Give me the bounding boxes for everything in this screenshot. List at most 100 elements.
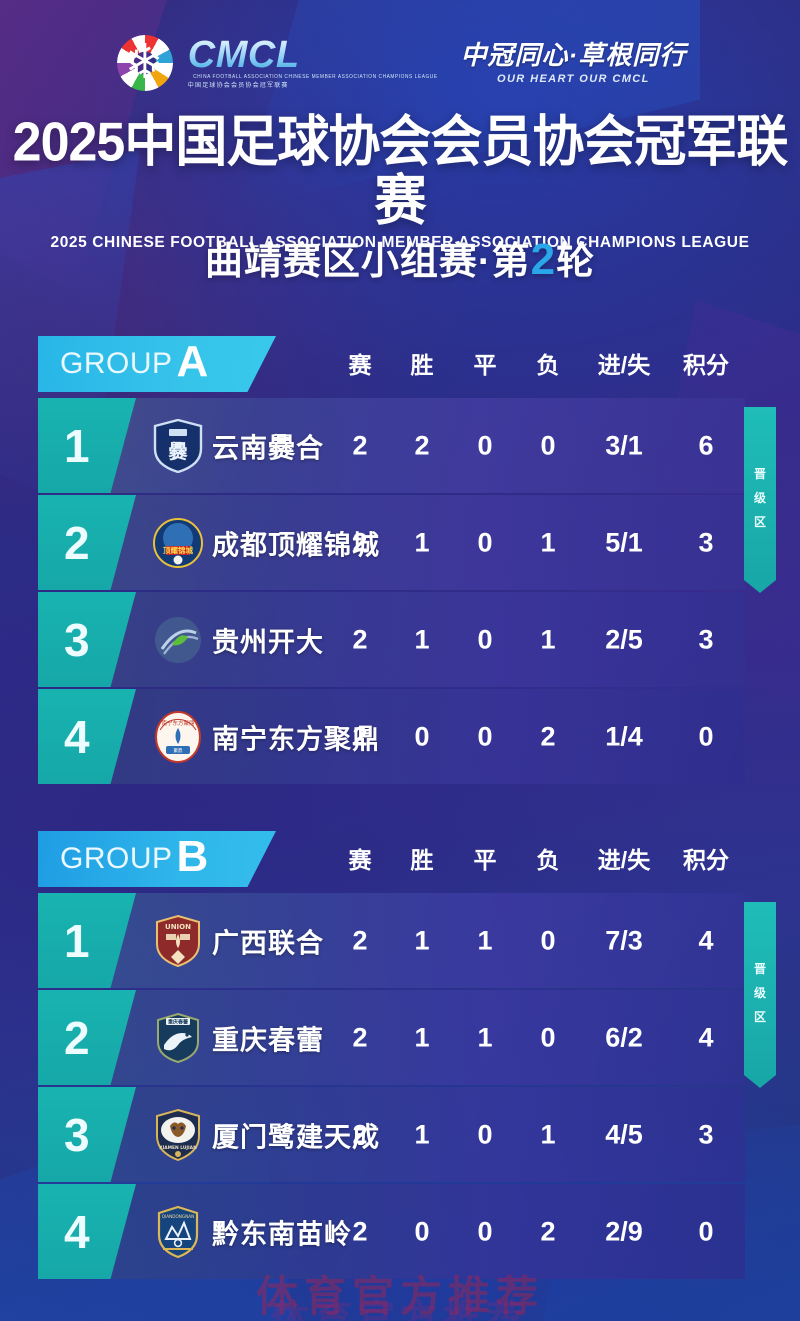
stat-loss: 0 [540, 430, 556, 460]
team-name: 厦门鹭建天成 [212, 1122, 380, 1152]
stat-draw: 0 [477, 527, 493, 557]
crest-chengdu-dingyao-icon: 顶耀锦城 [150, 515, 206, 571]
svg-text:重庆春蕾: 重庆春蕾 [168, 1018, 188, 1025]
stat-played: 2 [352, 721, 368, 751]
watermark-line-2: 体育官方推荐 [270, 1299, 529, 1321]
stat-draw: 1 [477, 925, 493, 955]
row-background [38, 893, 745, 988]
cmcl-org-cn: 中国足球协会会员协会冠军联赛 [187, 82, 289, 89]
stat-loss: 2 [540, 721, 556, 751]
stat-points: 0 [698, 1216, 714, 1246]
subtitle-round-number: 2 [530, 235, 557, 284]
column-header-win: 胜 [410, 352, 434, 378]
stat-draw: 0 [477, 624, 493, 654]
row-background [38, 990, 745, 1085]
slogan-cn: 中冠同心·草根同行 [460, 39, 687, 70]
group-b-label: GROUP [60, 842, 173, 875]
stat-points: 4 [698, 925, 714, 955]
stat-draw: 1 [477, 1022, 493, 1052]
crest-chongqing-chunlei-icon: 重庆春蕾 [150, 1010, 206, 1066]
stat-win: 0 [414, 1216, 430, 1246]
group-b-column-headers: 赛 胜 平 负 进/失 积分 [0, 841, 800, 885]
stat-goal-difference: 4/5 [605, 1119, 643, 1149]
stat-points: 0 [698, 721, 714, 751]
stat-points: 6 [698, 430, 714, 460]
team-name: 重庆春蕾 [212, 1025, 324, 1055]
stat-goal-difference: 6/2 [605, 1022, 643, 1052]
stat-points: 3 [698, 1119, 714, 1149]
team-name: 广西联合 [212, 928, 324, 958]
stat-win: 0 [414, 721, 430, 751]
group-b-tag: GROUP B [38, 831, 276, 887]
promotion-char-2: 级 [753, 490, 766, 505]
table-row[interactable]: 2 顶耀锦城 成都顶耀锦城 2 1 0 1 5/1 3 [0, 495, 800, 590]
column-header-gd: 进/失 [597, 352, 651, 378]
stat-win: 1 [414, 527, 430, 557]
stat-goal-difference: 5/1 [605, 527, 643, 557]
table-row[interactable]: 4 南宁东方聚鼎 聚鼎 南宁东方聚鼎 2 0 0 2 1/4 0 [0, 689, 800, 784]
table-row[interactable]: 4 QIANDONGNAN 黔东南苗岭 2 0 0 2 2/9 0 [0, 1184, 800, 1279]
promotion-char-3: 区 [753, 1009, 766, 1024]
group-a-label: GROUP [60, 347, 173, 380]
subtitle-suffix: 轮 [556, 241, 596, 283]
row-background [38, 1087, 745, 1182]
group-a-letter: A [176, 337, 209, 386]
svg-text:QIANDONGNAN: QIANDONGNAN [162, 1214, 195, 1219]
column-header-points: 积分 [683, 847, 729, 873]
crest-yunnan-cuanhe-icon: 爨 [150, 418, 206, 474]
subtitle: 曲靖赛区小组赛·第2轮 [0, 230, 800, 285]
group-a-header: GROUP A 赛 胜 平 负 进/失 积分 [0, 336, 800, 398]
group-b-section: GROUP B 赛 胜 平 负 进/失 积分 1 UNION 广西联合 2 [0, 831, 800, 1281]
stat-points: 3 [698, 527, 714, 557]
stat-loss: 1 [540, 1119, 556, 1149]
promotion-char-3: 区 [753, 514, 766, 529]
promotion-zone-tab-group-b: 晋 级 区 [744, 902, 776, 1088]
stat-draw: 0 [477, 721, 493, 751]
stat-draw: 0 [477, 1216, 493, 1246]
group-b-letter: B [176, 832, 209, 881]
table-row[interactable]: 3 XIAMEN LUJIAN 厦门鹭建天成 2 1 0 1 4/5 3 [0, 1087, 800, 1182]
page-title: 2025中国足球协会会员协会冠军联赛 2025 CHINESE FOOTBALL… [0, 112, 800, 252]
crest-qiandongnan-miaoling-icon: QIANDONGNAN [150, 1204, 206, 1260]
table-row[interactable]: 1 爨 云南爨合 2 2 0 0 3/1 6 [0, 398, 800, 493]
group-b-rows: 1 UNION 广西联合 2 1 1 0 7/3 4 2 重庆春蕾 重庆春蕾 [0, 893, 800, 1279]
team-name: 成都顶耀锦城 [212, 530, 380, 560]
cmcl-abbr: CMCL [187, 34, 300, 77]
stat-win: 1 [414, 1022, 430, 1052]
stat-win: 1 [414, 1119, 430, 1149]
row-background [38, 1184, 745, 1279]
column-header-draw: 平 [473, 847, 497, 873]
stat-win: 1 [414, 624, 430, 654]
stat-draw: 0 [477, 1119, 493, 1149]
svg-text:顶耀锦城: 顶耀锦城 [163, 545, 193, 555]
group-a-rows: 1 爨 云南爨合 2 2 0 0 3/1 6 2 顶耀锦城 成都顶耀锦城 [0, 398, 800, 784]
column-header-points: 积分 [683, 352, 729, 378]
stat-loss: 0 [540, 1022, 556, 1052]
svg-text:南宁东方聚鼎: 南宁东方聚鼎 [161, 719, 194, 727]
stat-played: 2 [352, 1119, 368, 1149]
team-name: 南宁东方聚鼎 [212, 724, 380, 754]
stat-goal-difference: 2/5 [605, 624, 643, 654]
team-name: 云南爨合 [212, 433, 324, 463]
stat-played: 2 [352, 430, 368, 460]
crest-nanning-dongfang-icon: 南宁东方聚鼎 聚鼎 [150, 709, 206, 765]
stat-goal-difference: 3/1 [605, 430, 643, 460]
group-b-header: GROUP B 赛 胜 平 负 进/失 积分 [0, 831, 800, 893]
table-row[interactable]: 1 UNION 广西联合 2 1 1 0 7/3 4 [0, 893, 800, 988]
crest-xiamen-lujian-icon: XIAMEN LUJIAN [150, 1107, 206, 1163]
stat-win: 1 [414, 925, 430, 955]
stat-loss: 1 [540, 527, 556, 557]
slogan-en: OUR HEART OUR CMCL [497, 73, 650, 86]
stat-played: 2 [352, 925, 368, 955]
stat-draw: 0 [477, 430, 493, 460]
table-row[interactable]: 3 贵州开大 2 1 0 1 2/5 3 [0, 592, 800, 687]
promotion-char-1: 晋 [753, 466, 766, 481]
brand-slogan: 中冠同心·草根同行 OUR HEART OUR CMCL [461, 41, 687, 86]
title-english: 2025 CHINESE FOOTBALL ASSOCIATION MEMBER… [50, 234, 750, 252]
table-row[interactable]: 2 重庆春蕾 重庆春蕾 2 1 1 0 6/2 4 [0, 990, 800, 1085]
column-header-played: 赛 [348, 847, 372, 873]
promotion-char-1: 晋 [753, 961, 766, 976]
svg-text:聚鼎: 聚鼎 [174, 747, 183, 754]
stat-played: 2 [352, 1022, 368, 1052]
